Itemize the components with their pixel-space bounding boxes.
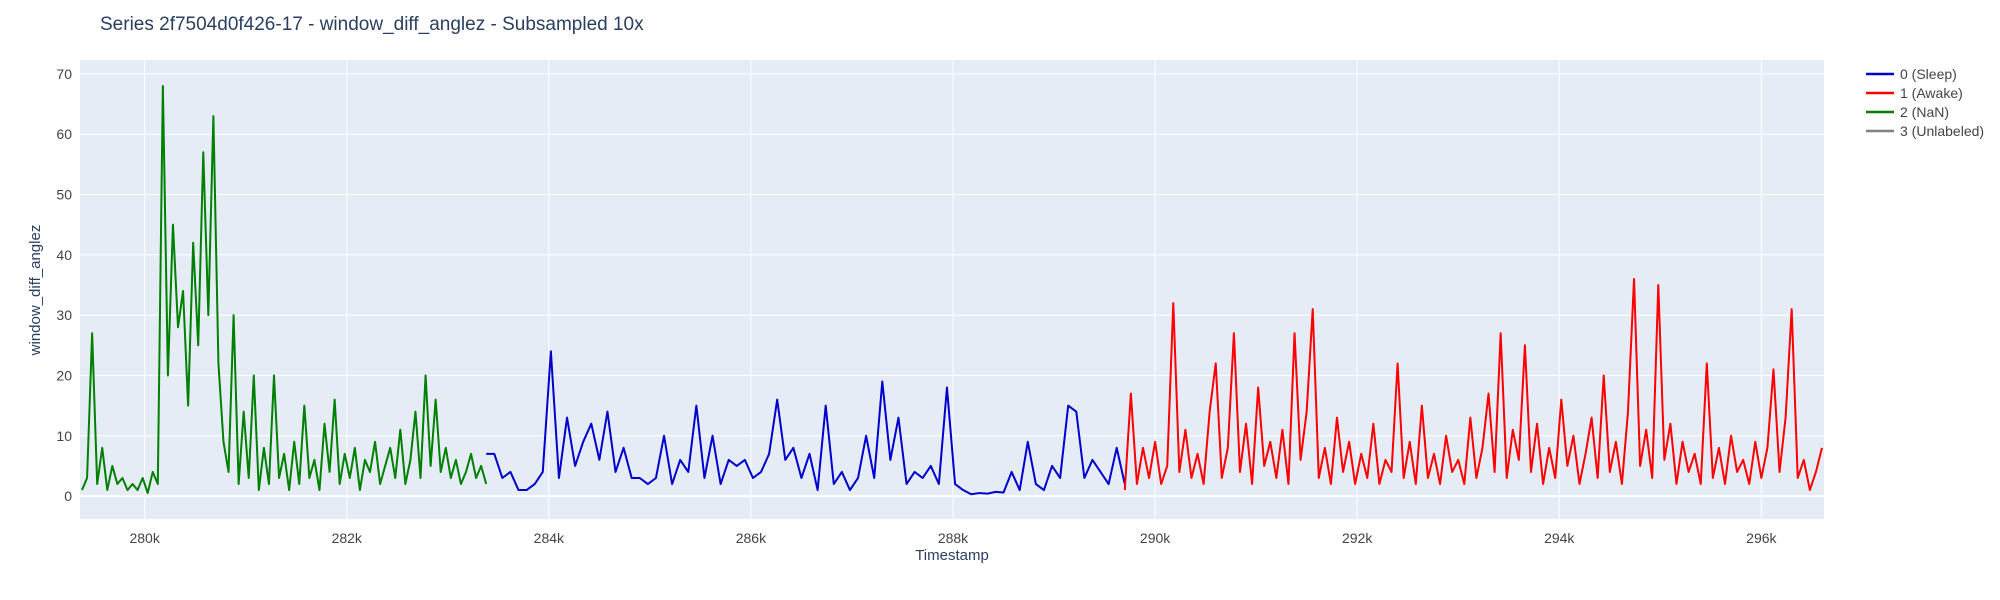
x-axis-title: Timestamp (915, 547, 989, 564)
x-tick-label: 282k (332, 530, 363, 546)
legend-label: 0 (Sleep) (1900, 66, 1957, 82)
x-tick-label: 288k (938, 530, 969, 546)
y-tick-label: 30 (56, 307, 72, 323)
series-line (486, 350, 1126, 496)
labels: 280k 282k 284k 286k 288k 290k 292k 294k 296k 0 10 2… (56, 66, 1777, 546)
y-tick-label: 0 (64, 488, 72, 504)
y-axis-title: window_diff_anglez (27, 225, 44, 357)
series-line (1123, 277, 1823, 492)
x-tick-label: 286k (736, 530, 767, 546)
legend-label: 2 (NaN) (1900, 104, 1949, 120)
legend-label: 3 (Unlabeled) (1900, 123, 1984, 139)
y-tick-label: 40 (56, 247, 72, 263)
legend-item[interactable]: 2 (NaN) (1866, 104, 1949, 120)
x-tick-label: 292k (1342, 530, 1373, 546)
y-tick-label: 20 (56, 367, 72, 383)
legend-item[interactable]: 3 (Unlabeled) (1866, 123, 1984, 139)
legend-item[interactable]: 1 (Awake) (1866, 85, 1963, 101)
lines (81, 84, 1823, 496)
series-line (81, 84, 488, 495)
x-tick-label: 294k (1544, 530, 1575, 546)
grid (80, 60, 1824, 519)
y-tick-label: 10 (56, 428, 72, 444)
chart-title: Series 2f7504d0f426-17 - window_diff_ang… (100, 14, 644, 35)
x-tick-label: 284k (534, 530, 565, 546)
legend-item[interactable]: 0 (Sleep) (1866, 66, 1957, 82)
x-tick-label: 290k (1140, 530, 1171, 546)
legend-label: 1 (Awake) (1900, 85, 1963, 101)
x-tick-label: 280k (129, 530, 160, 546)
legend: 0 (Sleep) 1 (Awake) 2 (NaN) 3 (Unlabeled) (1866, 66, 1984, 139)
y-tick-label: 50 (56, 187, 72, 203)
y-tick-label: 70 (56, 66, 72, 82)
y-tick-label: 60 (56, 126, 72, 142)
x-tick-label: 296k (1746, 530, 1777, 546)
